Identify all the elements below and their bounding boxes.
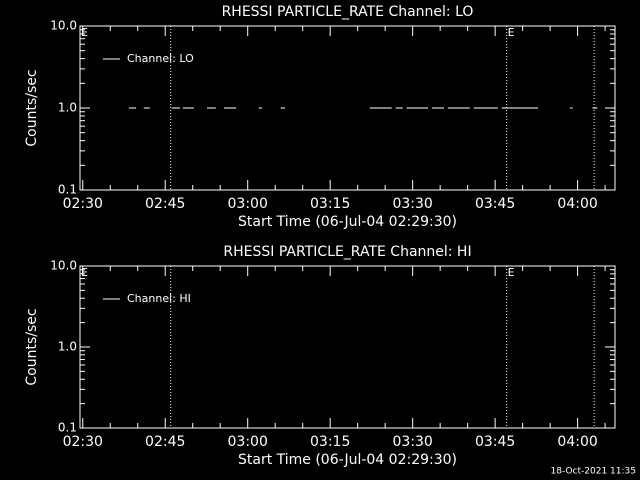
chart-title: RHESSI PARTICLE_RATE Channel: LO [222, 4, 474, 20]
x-tick-label: 03:00 [228, 196, 268, 212]
y-axis-label: Counts/sec [24, 308, 40, 385]
x-tick-label: 03:15 [310, 434, 350, 450]
x-tick-label: 03:30 [392, 196, 432, 212]
x-tick-label: 04:00 [557, 196, 597, 212]
plot-frame [79, 265, 616, 429]
y-tick-label: 0.1 [58, 183, 77, 197]
x-tick-label: 03:00 [228, 434, 268, 450]
x-axis-label: Start Time (06-Jul-04 02:29:30) [238, 214, 457, 230]
x-tick-label: 02:30 [63, 196, 103, 212]
y-tick-label: 10.0 [50, 259, 77, 273]
y-tick-label: 0.1 [58, 421, 77, 435]
annotation: E [81, 266, 88, 279]
footer: 18-Oct-2021 11:35 [551, 467, 636, 477]
annotation: E [508, 266, 515, 279]
chart-title: RHESSI PARTICLE_RATE Channel: HI [223, 244, 471, 260]
x-tick-label: 02:45 [145, 196, 185, 212]
x-tick-label: 04:00 [557, 434, 597, 450]
x-tick-label: 03:45 [475, 434, 515, 450]
x-axis-label: Start Time (06-Jul-04 02:29:30) [238, 452, 457, 468]
y-tick-label: 1.0 [58, 101, 77, 115]
x-tick-label: 02:30 [63, 434, 103, 450]
x-tick-label: 03:45 [475, 196, 515, 212]
x-tick-label: 02:45 [145, 434, 185, 450]
legend-label: Channel: HI [127, 292, 191, 305]
x-tick-label: 03:30 [392, 434, 432, 450]
annotation: E [81, 26, 88, 39]
y-axis-label: Counts/sec [24, 69, 40, 146]
y-tick-label: 10.0 [50, 19, 77, 33]
annotation: E [508, 26, 515, 39]
legend-label: Channel: LO [127, 52, 194, 65]
x-tick-label: 03:15 [310, 196, 350, 212]
y-tick-label: 1.0 [58, 340, 77, 354]
